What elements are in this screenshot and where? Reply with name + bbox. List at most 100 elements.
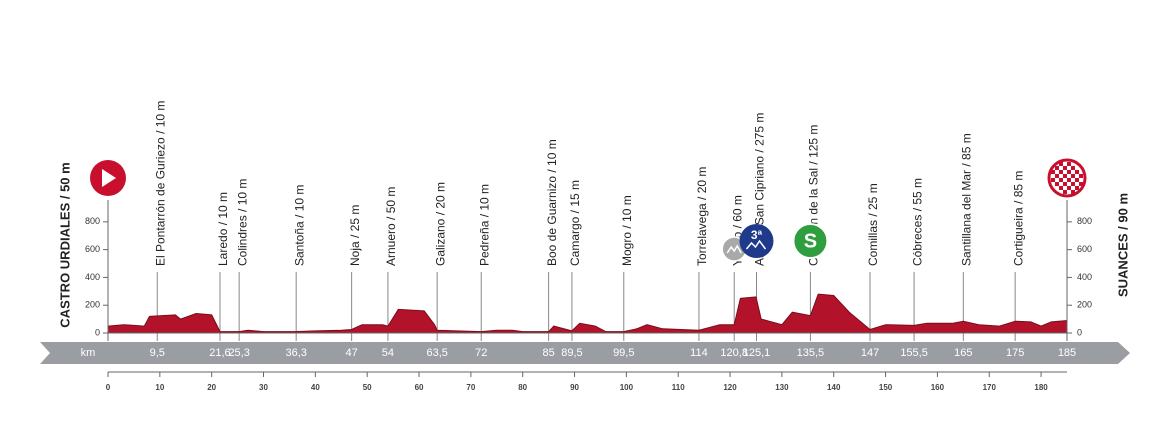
x-tick-label: 20 (207, 383, 216, 392)
y-tick-label-right: 200 (1077, 300, 1092, 310)
finish-km: 185 (1058, 347, 1076, 359)
waypoint-name: Noja / 25 m (348, 205, 362, 266)
waypoint-name: Camargo / 15 m (568, 180, 582, 266)
check (1059, 178, 1063, 182)
x-tick-label: 0 (106, 383, 111, 392)
other-badge-icon (726, 244, 742, 254)
waypoint-name: Arnuero / 50 m (384, 187, 398, 266)
check (1071, 166, 1075, 170)
y-tick-label: 200 (85, 300, 100, 310)
x-tick-label: 170 (983, 383, 997, 392)
y-tick-label: 600 (85, 244, 100, 254)
km-band (40, 342, 1130, 364)
check (1063, 190, 1067, 194)
check (1063, 182, 1067, 186)
km-title: km (81, 347, 96, 359)
check (1051, 178, 1055, 182)
x-tick-label: 130 (775, 383, 789, 392)
x-tick-label: 180 (1034, 383, 1048, 392)
check (1071, 174, 1075, 178)
y-tick-label: 400 (85, 272, 100, 282)
waypoint-km: 9,5 (150, 347, 165, 359)
climb-category: 3ª (751, 228, 763, 242)
check (1051, 170, 1055, 174)
sprint-label: S (804, 230, 817, 252)
x-tick-label: 10 (155, 383, 164, 392)
waypoint-name: Pedreña / 10 m (477, 184, 491, 266)
waypoint-km: 85 (542, 347, 554, 359)
waypoint-name: Mogro / 10 m (620, 195, 634, 266)
check (1067, 178, 1071, 182)
x-tick-label: 70 (466, 383, 475, 392)
waypoint-km: 21,6 (209, 347, 230, 359)
finish-label: SUANCES / 90 m (1115, 193, 1130, 297)
check (1059, 186, 1063, 190)
waypoint-km: 155,5 (900, 347, 928, 359)
start-arrow (102, 169, 116, 187)
x-tick-label: 160 (931, 383, 945, 392)
x-tick-label: 90 (570, 383, 579, 392)
waypoint-km: 114 (690, 347, 708, 359)
check (1067, 170, 1071, 174)
waypoint-km: 72 (475, 347, 487, 359)
waypoint-name: Torrelavega / 20 m (695, 167, 709, 266)
start-label: CASTRO URDIALES / 50 m (57, 162, 72, 327)
y-tick-label-right: 400 (1077, 272, 1092, 282)
x-tick-label: 140 (827, 383, 841, 392)
check (1079, 182, 1083, 186)
x-tick-label: 100 (620, 383, 634, 392)
waypoint-km: 147 (861, 347, 879, 359)
y-tick-label: 0 (95, 327, 100, 337)
waypoint-name: El Pontarrón de Guriezo / 10 m (153, 101, 167, 266)
check (1059, 170, 1063, 174)
check (1059, 162, 1063, 166)
waypoint-name: Cortigueira / 85 m (1011, 171, 1025, 266)
check (1079, 174, 1083, 178)
y-tick-label-right: 800 (1077, 216, 1092, 226)
check (1055, 182, 1059, 186)
waypoint-name: Boo de Guarnizo / 10 m (545, 139, 559, 266)
check (1067, 186, 1071, 190)
waypoint-km: 120,8 (720, 347, 748, 359)
climb-badge (739, 224, 774, 258)
check (1075, 186, 1079, 190)
waypoint-km: 135,5 (797, 347, 825, 359)
waypoint-km: 175 (1006, 347, 1024, 359)
profile-area (107, 293, 1068, 334)
check (1067, 162, 1071, 166)
x-tick-label: 150 (879, 383, 893, 392)
waypoint-km: 165 (954, 347, 972, 359)
waypoint-km: 36,3 (285, 347, 306, 359)
waypoint-km: 25,3 (228, 347, 249, 359)
waypoint-name: Comillas / 25 m (866, 183, 880, 266)
check (1071, 182, 1075, 186)
x-tick-label: 80 (518, 383, 527, 392)
check (1063, 174, 1067, 178)
waypoint-name: Laredo / 10 m (216, 192, 230, 266)
climb-icon (745, 239, 767, 250)
check (1075, 178, 1079, 182)
sprint-badge (792, 223, 829, 259)
y-tick-label: 800 (85, 216, 100, 226)
y-tick-label-right: 600 (1077, 244, 1092, 254)
x-tick-label: 40 (311, 383, 320, 392)
finish-marker (1047, 158, 1087, 198)
x-tick-label: 110 (672, 383, 685, 392)
x-tick-label: 50 (363, 383, 372, 392)
check (1055, 166, 1059, 170)
check (1063, 166, 1067, 170)
x-tick-label: 60 (415, 383, 424, 392)
waypoint-name: Santoña / 10 m (292, 185, 306, 266)
x-tick-label: 120 (723, 383, 737, 392)
waypoint-km: 54 (382, 347, 394, 359)
y-tick-label-right: 0 (1077, 327, 1082, 337)
waypoint-name: Cóbreces / 55 m (910, 178, 924, 266)
x-tick-label: 30 (259, 383, 268, 392)
waypoint-km: 89,5 (561, 347, 582, 359)
waypoint-name: Colindres / 10 m (235, 179, 249, 266)
check (1075, 170, 1079, 174)
check (1055, 174, 1059, 178)
waypoint-km: 125,1 (743, 347, 771, 359)
waypoint-name: Santillana del Mar / 85 m (959, 133, 973, 266)
